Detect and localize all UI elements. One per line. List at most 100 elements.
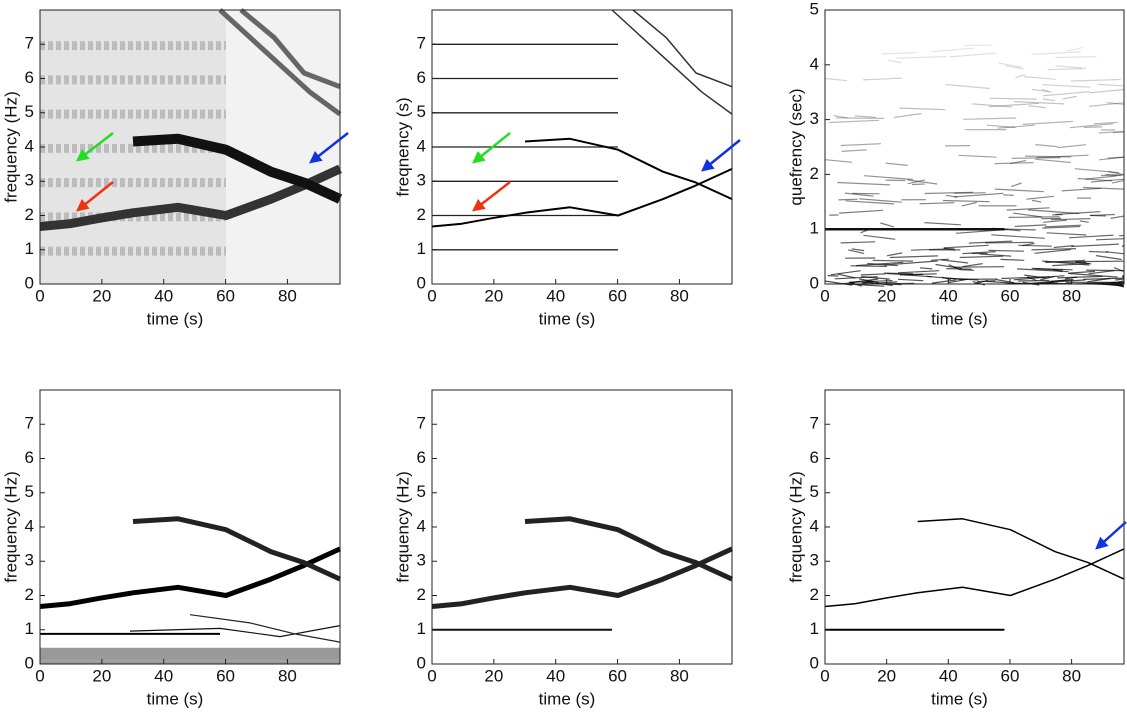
spectral-noise (1034, 248, 1071, 254)
y-tick-label: 2 (810, 164, 819, 183)
y-tick-label: 5 (25, 102, 34, 121)
spectral-noise (824, 77, 848, 82)
spectral-noise (841, 149, 867, 152)
spectral-noise (985, 241, 1034, 244)
spectral-noise (907, 179, 938, 185)
spectral-track (129, 625, 341, 638)
spectral-noise (954, 192, 1004, 198)
spectral-noise (1113, 267, 1125, 273)
spectral-noise (997, 124, 1035, 129)
y-tick-label: 7 (810, 414, 819, 433)
spectral-noise (1106, 102, 1125, 105)
spectral-track (824, 548, 1125, 608)
spectral-track (239, 8, 341, 90)
spectral-noise (881, 52, 916, 55)
spectral-noise (840, 143, 882, 147)
spectral-noise (1044, 224, 1082, 228)
spectral-noise (919, 267, 933, 270)
annotation-arrow (76, 181, 114, 212)
y-tick-label: 1 (25, 239, 34, 258)
spectral-noise (1053, 245, 1074, 249)
spectral-noise (1105, 173, 1122, 177)
panel: 0 20 40 60 80 0 1 2 3 4 5 6 7 time (s) frequency (Hz) (393, 389, 734, 708)
y-tick-label: 4 (417, 136, 426, 155)
spectral-noise (888, 59, 902, 64)
spectral-noise (919, 202, 955, 205)
x-tick-label: 20 (877, 666, 896, 685)
spectral-noise (1115, 278, 1125, 281)
spectral-noise (972, 281, 985, 286)
panel: 0 20 40 60 80 0 1 2 3 4 5 6 7 time (s) frequency (Hz) (786, 389, 1125, 708)
spectral-noise (848, 249, 865, 254)
x-tick-label: 60 (1000, 286, 1019, 305)
spectral-noise (1100, 174, 1125, 177)
spectral-noise (1034, 268, 1064, 271)
y-axis-label: frequency (Hz) (1, 91, 20, 202)
spectral-noise (1006, 207, 1050, 211)
panel: 0 20 40 60 80 0 1 2 3 4 5 6 7 time (s) freqnency (s) (393, 9, 733, 328)
spectral-noise (851, 248, 865, 252)
spectral-noise (1088, 250, 1109, 253)
x-tick-label: 20 (484, 286, 503, 305)
spectral-noise (898, 270, 940, 274)
spectral-noise (1009, 159, 1027, 165)
spectral-noise (910, 248, 955, 251)
spectral-noise (1097, 83, 1124, 87)
y-tick-label: 2 (417, 205, 426, 224)
spectral-noise (1098, 130, 1125, 134)
spectral-noise (946, 268, 972, 270)
y-tick-label: 6 (810, 448, 819, 467)
spectral-noise (899, 273, 937, 276)
y-axis-label: frequency (Hz) (1, 471, 20, 582)
spectral-noise (1112, 131, 1125, 134)
spectral-noise (1028, 105, 1046, 109)
spectral-noise (1095, 255, 1122, 261)
spectral-track (132, 133, 343, 204)
spectral-noise (1089, 214, 1106, 217)
spectral-noise (988, 102, 1039, 108)
plot-area (431, 389, 733, 665)
spectral-noise (994, 188, 1044, 193)
spectral-track (611, 9, 733, 115)
spectral-noise (1023, 76, 1056, 80)
y-tick-label: 0 (417, 273, 426, 292)
spectral-noise (1043, 98, 1055, 102)
spectral-noise (1057, 144, 1087, 149)
x-tick-label: 40 (939, 286, 958, 305)
spectral-noise (840, 241, 876, 244)
spectral-noise (911, 183, 925, 186)
x-tick-label: 0 (35, 286, 44, 305)
spectral-noise (889, 255, 938, 259)
spectral-noise (850, 278, 879, 284)
y-tick-label: 2 (810, 585, 819, 604)
x-tick-label: 20 (877, 286, 896, 305)
spectral-noise (1055, 65, 1087, 69)
spectral-noise (854, 115, 877, 119)
y-tick-label: 4 (810, 54, 819, 73)
spectral-noise (1042, 91, 1090, 97)
spectral-noise (1089, 102, 1125, 107)
x-axis-label: time (s) (931, 309, 988, 328)
y-axis-label: quefrency (sec) (786, 88, 805, 205)
spectral-noise (1070, 123, 1114, 129)
spectral-noise (1099, 156, 1125, 161)
spectral-track (39, 164, 342, 231)
y-tick-label: 6 (25, 68, 34, 87)
y-tick-label: 1 (25, 619, 34, 638)
spectral-track (524, 137, 733, 201)
spectral-noise (885, 162, 908, 166)
spectral-noise (831, 270, 861, 276)
spectral-noise (1017, 268, 1069, 273)
spectral-noise (839, 209, 884, 214)
spectral-noise (941, 259, 969, 264)
spectral-noise (1013, 275, 1065, 281)
spectral-noise (942, 199, 990, 203)
spectral-track (218, 8, 342, 117)
y-tick-label: 0 (810, 273, 819, 292)
y-tick-label: 3 (25, 171, 34, 190)
spectral-noise (1031, 248, 1077, 251)
spectral-noise (1083, 277, 1125, 280)
spectral-noise (860, 273, 886, 276)
y-tick-label: 4 (25, 136, 34, 155)
spectral-noise (948, 278, 969, 284)
